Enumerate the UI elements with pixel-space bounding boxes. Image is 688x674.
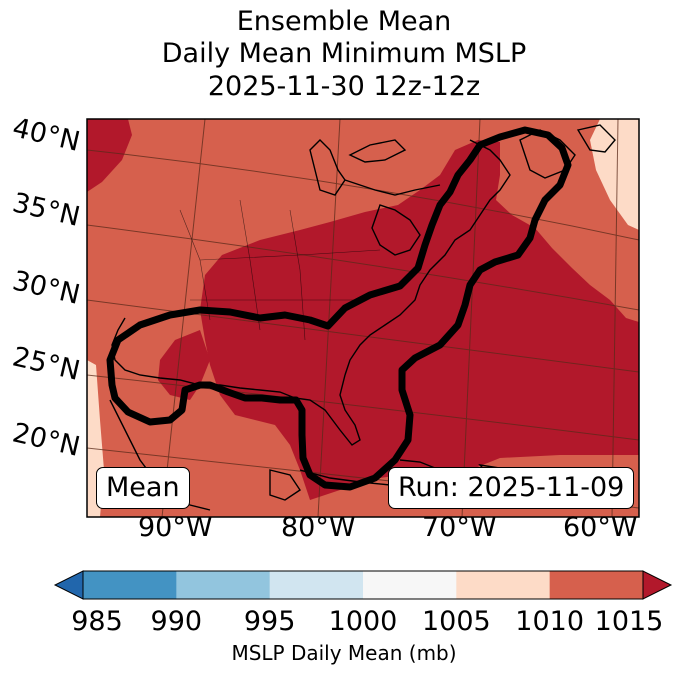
title-line-1: Ensemble Mean bbox=[236, 6, 452, 37]
title-line-2: Daily Mean Minimum MSLP bbox=[161, 38, 527, 69]
colorbar-bin-990-995 bbox=[176, 571, 271, 599]
lon-label-60w: 60°W bbox=[563, 512, 638, 543]
lon-label-70w: 70°W bbox=[422, 512, 497, 543]
pressure-field-low-northeast bbox=[590, 119, 639, 230]
lon-label-90w: 90°W bbox=[138, 512, 213, 543]
pressure-field-high-northwest bbox=[87, 119, 132, 192]
colorbar-bin-995-1000 bbox=[269, 571, 364, 599]
colorbar-tick-995: 995 bbox=[243, 606, 296, 637]
contour-1010mb bbox=[106, 126, 572, 491]
colorbar-extend-high bbox=[642, 570, 673, 600]
colorbar-tick-1005: 1005 bbox=[421, 606, 491, 637]
colorbar-tick-1010: 1010 bbox=[515, 606, 585, 637]
colorbar-bin-1010-1015 bbox=[549, 571, 644, 599]
colorbar-extend-low bbox=[53, 570, 84, 600]
colorbar-frame bbox=[82, 570, 644, 600]
state-borders bbox=[179, 199, 381, 341]
colorbar-tick-1015: 1015 bbox=[594, 606, 664, 637]
run-date-box: Run: 2025-11-09 bbox=[388, 467, 635, 509]
colorbar-bin-1000-1005 bbox=[363, 571, 457, 599]
lon-label-80w: 80°W bbox=[281, 512, 356, 543]
mean-box: Mean bbox=[96, 467, 190, 509]
colorbar-bin-985-990 bbox=[83, 571, 177, 599]
colorbar-tick-1000: 1000 bbox=[328, 606, 398, 637]
colorbar-tick-990: 990 bbox=[150, 606, 203, 637]
title-line-3: 2025-11-30 12z-12z bbox=[207, 71, 481, 102]
map-frame bbox=[86, 118, 640, 518]
colorbar-bin-1005-1010 bbox=[456, 571, 551, 599]
colorbar-tick-985: 985 bbox=[71, 606, 123, 637]
colorbar-label: MSLP Daily Mean (mb) bbox=[231, 641, 457, 665]
